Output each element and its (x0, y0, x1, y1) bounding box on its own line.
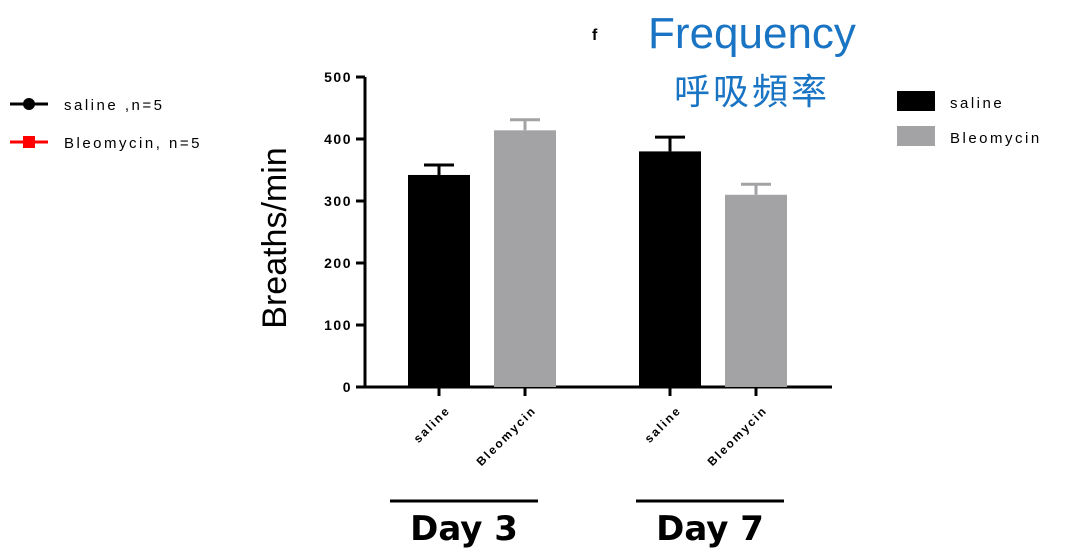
legend-left: saline ,n=5 Bleomycin, n=5 (10, 97, 202, 152)
y-tick-label: 500 (324, 69, 352, 85)
bar (639, 151, 701, 387)
x-tick-label: saline (411, 403, 453, 445)
bar (408, 174, 470, 387)
chart-subtitle: 呼吸頻率 (674, 72, 830, 113)
panel-letter: f (592, 27, 598, 44)
chart-title: Frequency (648, 9, 856, 58)
plot-area: 0 100 200 300 400 500 saline Bleomycin Day 3 sali… (324, 69, 832, 549)
legend-left-item-saline: saline ,n=5 (10, 97, 164, 114)
y-axis-label: Breaths/min (256, 147, 294, 328)
y-tick-label: 200 (324, 255, 352, 271)
legend-marker-square (23, 136, 35, 148)
legend-left-label-saline: saline ,n=5 (64, 97, 164, 114)
legend-swatch-bleomycin (897, 126, 935, 146)
x-tick-label: saline (642, 403, 684, 445)
x-tick-label: Bleomycin (705, 403, 771, 469)
legend-marker-circle (23, 98, 35, 110)
group-label: Day 7 (656, 509, 764, 549)
legend-left-item-bleomycin: Bleomycin, n=5 (10, 135, 202, 152)
legend-right-label-bleomycin: Bleomycin (950, 130, 1042, 147)
y-tick-label: 400 (324, 131, 352, 147)
x-tick-label: Bleomycin (474, 403, 540, 469)
y-tick-label: 0 (343, 379, 352, 395)
legend-swatch-saline (897, 91, 935, 111)
group-label: Day 3 (410, 509, 518, 549)
legend-right: saline Bleomycin (897, 91, 1042, 147)
bar (725, 194, 787, 387)
y-tick-label: 300 (324, 193, 352, 209)
y-tick-label: 100 (324, 317, 352, 333)
legend-left-label-bleomycin: Bleomycin, n=5 (64, 135, 202, 152)
bar (494, 130, 556, 387)
legend-right-label-saline: saline (950, 95, 1004, 112)
